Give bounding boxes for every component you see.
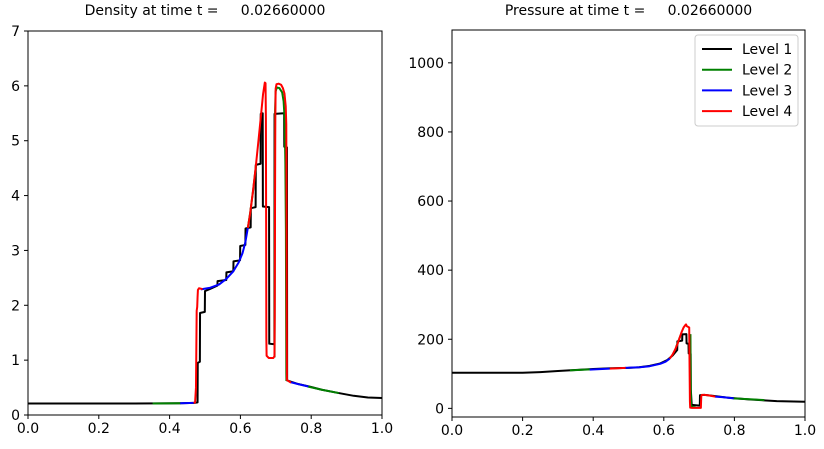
y-tick-label: 6 (11, 79, 20, 95)
x-tick-label: 0.8 (723, 423, 745, 439)
legend-entry-level-3: Level 3 (702, 83, 792, 99)
legend: Level 1 Level 2 Level 3 Level 4 (694, 34, 799, 127)
pressure-level-2-line (689, 334, 696, 409)
pressure-level-3-line (624, 357, 671, 369)
y-tick-label: 600 (417, 194, 444, 210)
x-tick-label: 1.0 (371, 421, 393, 437)
density-level-4-line (193, 287, 203, 404)
density-level-2-line (273, 86, 288, 382)
pressure-level-2-line (569, 368, 591, 372)
pressure-level-3-line (714, 395, 734, 400)
y-tick-label: 1000 (408, 56, 444, 72)
axes-frame (27, 30, 383, 416)
density-level-3-line (289, 381, 309, 388)
x-tick-label: 1.0 (794, 423, 816, 439)
x-tick-label: 0.8 (300, 421, 322, 437)
legend-label: Level 2 (742, 63, 792, 79)
y-tick-label: 400 (417, 263, 444, 279)
legend-frame (694, 34, 799, 127)
y-tick-label: 1 (11, 353, 20, 369)
legend-entry-level-2: Level 2 (702, 63, 792, 79)
pressure-level-3-line (589, 367, 610, 371)
x-tick-label: 0.6 (653, 423, 675, 439)
y-tick-label: 200 (417, 332, 444, 348)
density-level-1-line (28, 112, 383, 405)
y-tick-label: 800 (417, 125, 444, 141)
legend-entry-level-1: Level 1 (702, 42, 792, 58)
legend-entry-level-4: Level 4 (702, 104, 792, 120)
y-tick-label: 7 (11, 24, 20, 40)
y-tick-label: 2 (11, 298, 20, 314)
x-tick-label: 0.0 (17, 421, 39, 437)
x-tick-label: 0.0 (441, 423, 463, 439)
y-tick-label: 0 (11, 408, 20, 424)
pressure-plot: 0.0 0.2 0.4 0.6 0.8 1.0 0 200 400 600 800 1000 Level… (408, 29, 816, 439)
x-tick-label: 0.4 (582, 423, 604, 439)
y-tick-label: 4 (11, 189, 20, 205)
density-plot: 0.0 0.2 0.4 0.6 0.8 1.0 0 1 2 3 4 5 6 7 (11, 24, 393, 437)
y-tick-label: 5 (11, 134, 20, 150)
pressure-level-2-line (732, 397, 765, 402)
pressure-plot-title: Pressure at time t = 0.02660000 (504, 3, 753, 19)
x-tick-label: 0.4 (158, 421, 180, 437)
y-tick-label: 3 (11, 243, 20, 259)
x-tick-label: 0.6 (229, 421, 251, 437)
pressure-level-1-line (452, 333, 806, 407)
legend-label: Level 4 (742, 104, 792, 120)
x-tick-label: 0.2 (511, 423, 533, 439)
x-tick-label: 0.2 (88, 421, 110, 437)
legend-label: Level 3 (742, 83, 792, 99)
legend-label: Level 1 (742, 42, 792, 58)
pressure-level-4-line (609, 366, 626, 370)
density-level-4-line (246, 81, 292, 384)
pressure-level-4-line (668, 323, 716, 409)
density-level-2-line (307, 385, 340, 395)
density-level-3-line (200, 227, 249, 291)
density-plot-title: Density at time t = 0.02660000 (84, 3, 326, 19)
axes-frame (451, 29, 806, 418)
y-tick-label: 0 (435, 401, 444, 417)
